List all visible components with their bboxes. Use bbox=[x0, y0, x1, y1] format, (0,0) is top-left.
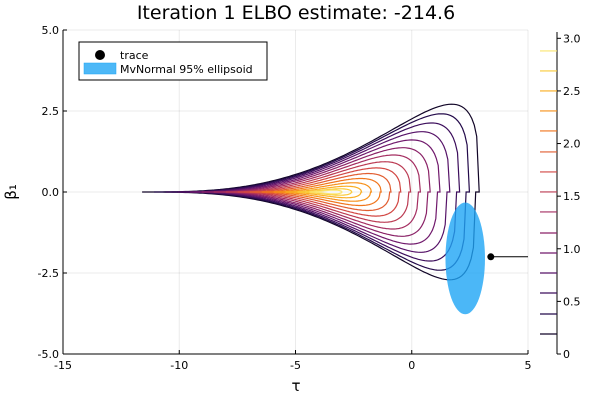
contour-line bbox=[166, 122, 461, 262]
x-tick-label: -5 bbox=[290, 359, 301, 372]
x-tick-label: -10 bbox=[170, 359, 188, 372]
legend-ellipse-label: MvNormal 95% ellipsoid bbox=[120, 63, 253, 76]
y-tick-label: -5.0 bbox=[38, 348, 59, 361]
colorbar-tick-label: 1.5 bbox=[563, 190, 581, 203]
colorbar-tick-label: 1.0 bbox=[563, 243, 581, 256]
trace-point bbox=[487, 253, 495, 261]
contour-line bbox=[297, 188, 353, 196]
contour-line bbox=[225, 161, 412, 223]
x-axis-label: τ bbox=[291, 377, 300, 395]
y-ticks: -5.0 -2.5 0.0 2.5 5.0 bbox=[38, 24, 67, 361]
ellipsoid bbox=[445, 202, 485, 315]
contour-line bbox=[213, 154, 422, 230]
colorbar-tick-label: 2.0 bbox=[563, 138, 581, 151]
colorbar-tick-label: 3.0 bbox=[563, 32, 581, 45]
contour-line bbox=[177, 131, 451, 253]
contour-line bbox=[309, 189, 343, 195]
contour-line bbox=[201, 147, 431, 237]
colorbar-tick-label: 0.5 bbox=[563, 295, 581, 308]
contours bbox=[142, 103, 480, 281]
contour-line bbox=[154, 113, 471, 271]
legend: trace MvNormal 95% ellipsoid bbox=[78, 41, 268, 81]
x-tick-label: 0 bbox=[408, 359, 415, 372]
contour-line bbox=[273, 182, 373, 202]
x-tick-label: 5 bbox=[525, 359, 532, 372]
legend-trace-label: trace bbox=[120, 49, 149, 62]
legend-trace-marker bbox=[95, 50, 105, 60]
x-tick-label: -15 bbox=[54, 359, 72, 372]
y-tick-label: 2.5 bbox=[42, 105, 60, 118]
y-tick-label: 0.0 bbox=[42, 186, 60, 199]
y-axis-label: β₁ bbox=[2, 184, 20, 200]
contour-line bbox=[261, 177, 382, 207]
colorbar-tick-label: 0 bbox=[563, 348, 570, 361]
contour-line bbox=[142, 103, 480, 281]
colorbar: 0 0.5 1.0 1.5 2.0 2.5 3.0 bbox=[540, 32, 581, 361]
x-ticks: -15 -10 -5 0 5 bbox=[54, 350, 532, 372]
contour-line bbox=[237, 167, 402, 217]
y-tick-label: -2.5 bbox=[38, 267, 59, 280]
contour-line bbox=[249, 172, 392, 212]
legend-ellipse-swatch bbox=[83, 62, 117, 75]
contour-line bbox=[189, 139, 441, 245]
marks bbox=[445, 202, 528, 315]
contour-line bbox=[285, 185, 363, 199]
chart-title: Iteration 1 ELBO estimate: -214.6 bbox=[137, 2, 455, 24]
y-tick-label: 5.0 bbox=[42, 24, 60, 37]
colorbar-tick-label: 2.5 bbox=[563, 85, 581, 98]
